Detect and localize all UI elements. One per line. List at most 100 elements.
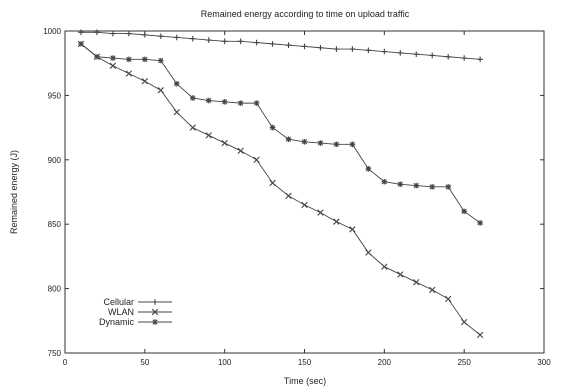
- data-point: [397, 50, 404, 56]
- x-axis-label: Time (sec): [284, 376, 326, 386]
- data-point: [158, 33, 164, 39]
- data-point: [221, 139, 228, 147]
- y-tick-label: 950: [48, 91, 62, 100]
- data-point: [301, 138, 308, 145]
- data-point: [173, 108, 180, 116]
- y-tick-label: 1000: [43, 27, 61, 36]
- data-point: [126, 56, 132, 63]
- data-point: [381, 48, 388, 55]
- chart-title: Remained energy according to time on upl…: [201, 9, 410, 19]
- data-point: [78, 41, 84, 47]
- data-point: [445, 295, 452, 303]
- x-tick-label: 0: [63, 358, 68, 367]
- legend-marker: [152, 319, 158, 325]
- data-point: [205, 132, 212, 139]
- data-point: [205, 37, 212, 43]
- data-point: [94, 29, 100, 36]
- data-point: [173, 34, 180, 41]
- series-dynamic: [78, 41, 483, 226]
- series-group: [77, 29, 484, 339]
- data-point: [429, 184, 436, 190]
- x-tick-label: 150: [298, 358, 312, 367]
- x-tick-label: 100: [218, 358, 232, 367]
- data-point: [126, 30, 132, 37]
- data-point: [460, 318, 468, 326]
- legend-marker: [151, 308, 159, 316]
- x-tick-label: 200: [378, 358, 392, 367]
- data-point: [141, 78, 149, 85]
- data-point: [349, 141, 356, 148]
- data-point: [110, 55, 116, 61]
- data-point: [461, 55, 467, 61]
- data-point: [381, 263, 388, 270]
- data-point: [158, 57, 164, 64]
- data-point: [413, 278, 420, 286]
- data-point: [397, 271, 404, 278]
- y-axis-label: Remained energy (J): [9, 150, 19, 234]
- data-point: [429, 286, 436, 294]
- data-point: [205, 97, 212, 104]
- data-point: [142, 56, 148, 63]
- data-point: [365, 166, 372, 172]
- series-wlan: [77, 40, 484, 339]
- legend-label: WLAN: [108, 307, 134, 317]
- data-point: [301, 201, 308, 209]
- x-tick-label: 300: [537, 358, 551, 367]
- data-point: [285, 42, 292, 48]
- y-tick-label: 750: [48, 349, 62, 358]
- data-point: [381, 178, 388, 185]
- data-point: [189, 35, 196, 42]
- data-point: [221, 38, 228, 45]
- data-point: [253, 39, 260, 46]
- y-tick-label: 800: [48, 285, 62, 294]
- data-point: [157, 87, 164, 94]
- data-point: [413, 182, 420, 189]
- data-point: [301, 43, 308, 50]
- series-line: [80, 43, 481, 224]
- legend-label: Dynamic: [99, 317, 135, 327]
- data-point: [349, 46, 356, 52]
- data-point: [285, 136, 292, 142]
- legend-label: Cellular: [103, 297, 134, 307]
- series-cellular: [78, 29, 483, 63]
- data-point: [237, 38, 244, 45]
- data-point: [125, 70, 133, 77]
- data-point: [142, 32, 148, 38]
- data-point: [110, 30, 116, 37]
- data-point: [477, 220, 483, 226]
- data-point: [476, 331, 484, 339]
- data-point: [237, 147, 244, 154]
- data-point: [477, 56, 483, 63]
- data-point: [269, 124, 276, 131]
- data-point: [189, 124, 196, 131]
- x-tick-label: 250: [457, 358, 471, 367]
- data-point: [78, 29, 84, 36]
- data-point: [237, 100, 244, 106]
- data-point: [269, 179, 276, 187]
- data-point: [317, 209, 324, 216]
- data-point: [109, 62, 117, 69]
- y-tick-label: 900: [48, 156, 62, 165]
- data-point: [365, 47, 372, 54]
- data-point: [413, 51, 420, 57]
- y-tick-label: 850: [48, 220, 62, 229]
- data-point: [173, 81, 180, 87]
- data-point: [333, 218, 340, 225]
- series-line: [80, 31, 481, 60]
- data-point: [333, 141, 340, 148]
- x-tick-label: 50: [140, 358, 149, 367]
- axis-ticks: 0 50 100 150 200 250 300 750 800 850 900 950 1000: [43, 27, 551, 367]
- data-point: [365, 249, 372, 256]
- data-point: [445, 184, 451, 190]
- data-point: [317, 44, 324, 51]
- data-point: [429, 52, 436, 59]
- plot-frame: [64, 30, 545, 354]
- data-point: [221, 99, 228, 105]
- data-point: [349, 226, 356, 233]
- data-point: [397, 181, 404, 188]
- data-point: [269, 41, 276, 47]
- data-point: [94, 53, 100, 60]
- data-point: [285, 192, 292, 200]
